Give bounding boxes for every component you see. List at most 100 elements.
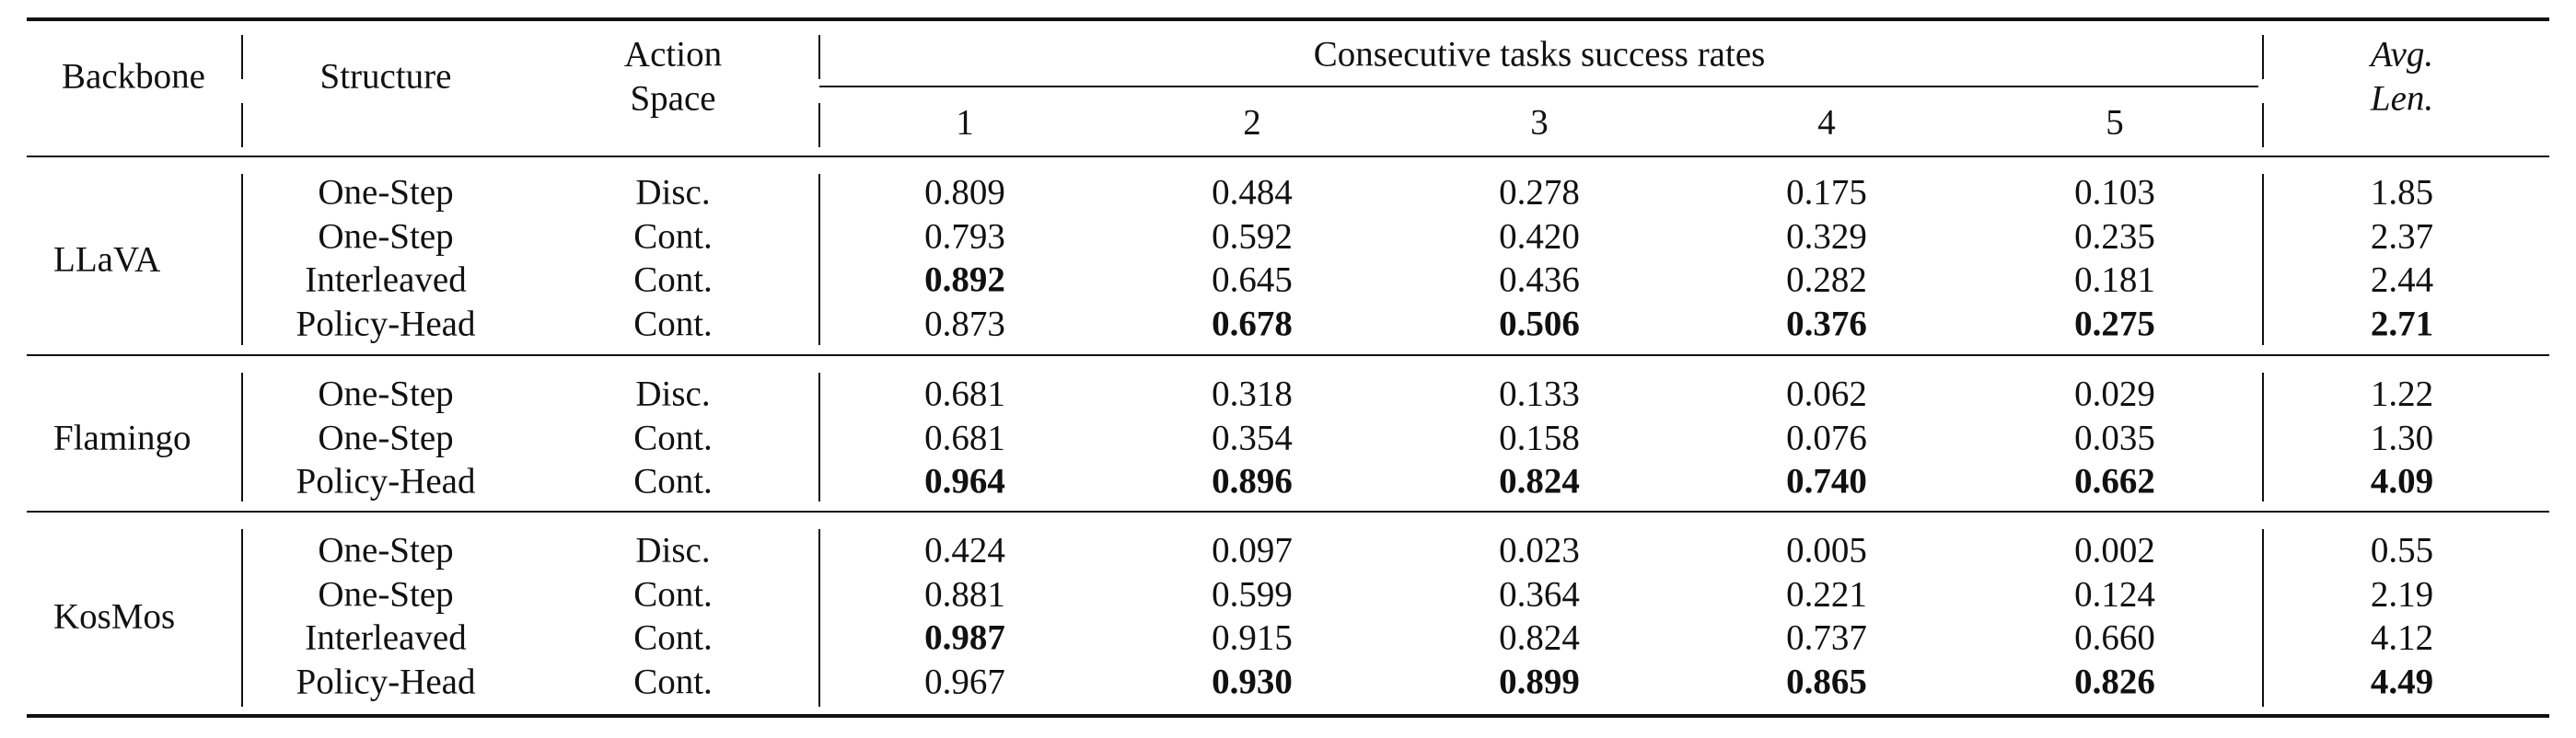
action-space-cell: Cont. [633, 259, 713, 300]
success-rate-cell: 0.740 [1786, 461, 1867, 502]
action-space-cell: Cont. [633, 574, 713, 615]
success-rate-cell: 0.824 [1499, 617, 1580, 658]
success-rate-cell: 0.275 [2074, 304, 2155, 344]
header-task-4: 4 [1817, 102, 1836, 143]
structure-cell: Policy-Head [296, 461, 476, 502]
success-rate-cell: 0.035 [2074, 418, 2155, 458]
success-rate-cell: 0.915 [1212, 617, 1293, 658]
success-rate-cell: 0.896 [1212, 461, 1293, 502]
success-rate-cell: 0.506 [1499, 304, 1580, 344]
action-space-cell: Disc. [635, 172, 711, 213]
success-rate-cell: 0.103 [2074, 172, 2155, 213]
structure-cell: One-Step [318, 374, 454, 414]
success-rate-cell: 0.873 [924, 304, 1005, 344]
success-rate-cell: 0.420 [1499, 216, 1580, 257]
header-avg-line2: Len. [2370, 78, 2434, 119]
header-vrule-backbone-2 [241, 103, 243, 147]
header-action-space-line1: Action [623, 34, 723, 75]
group-vrule-backbone [241, 373, 243, 502]
avg-len-cell: 2.44 [2370, 259, 2434, 300]
success-rate-cell: 0.235 [2074, 216, 2155, 257]
header-vrule-action [818, 35, 820, 79]
success-rate-cell: 0.424 [924, 530, 1005, 571]
avg-len-cell: 0.55 [2370, 530, 2434, 571]
action-space-cell: Cont. [633, 461, 713, 502]
success-rate-cell: 0.097 [1212, 530, 1293, 571]
group-vrule-avg [2262, 174, 2264, 345]
group-vrule-action [818, 174, 820, 345]
success-rate-cell: 0.681 [924, 374, 1005, 414]
success-rate-cell: 0.899 [1499, 662, 1580, 702]
success-rate-cell: 0.329 [1786, 216, 1867, 257]
success-rate-cell: 0.181 [2074, 259, 2155, 300]
success-rate-cell: 0.484 [1212, 172, 1293, 213]
success-rate-cell: 0.678 [1212, 304, 1293, 344]
avg-len-cell: 1.85 [2370, 172, 2434, 213]
success-rate-cell: 0.681 [924, 418, 1005, 458]
structure-cell: One-Step [318, 418, 454, 458]
action-space-cell: Cont. [633, 617, 713, 658]
structure-cell: Policy-Head [296, 662, 476, 702]
group-vrule-action [818, 529, 820, 707]
action-space-cell: Cont. [633, 304, 713, 344]
success-rate-cell: 0.599 [1212, 574, 1293, 615]
success-rate-cell: 0.865 [1786, 662, 1867, 702]
success-rate-cell: 0.737 [1786, 617, 1867, 658]
avg-len-cell: 2.37 [2370, 216, 2434, 257]
avg-len-cell: 1.30 [2370, 418, 2434, 458]
success-rate-cell: 0.987 [924, 617, 1005, 658]
header-vrule-avg [2262, 35, 2264, 79]
group-rule-1 [27, 354, 2549, 356]
avg-len-cell: 4.49 [2370, 662, 2434, 702]
header-task-3: 3 [1530, 102, 1549, 143]
success-rate-cell: 0.029 [2074, 374, 2155, 414]
success-rate-cell: 0.318 [1212, 374, 1293, 414]
success-rate-cell: 0.124 [2074, 574, 2155, 615]
top-rule [27, 17, 2549, 21]
success-rate-cell: 0.592 [1212, 216, 1293, 257]
backbone-label: Flamingo [53, 418, 191, 458]
action-space-cell: Disc. [635, 374, 711, 414]
success-rate-cell: 0.354 [1212, 418, 1293, 458]
success-rate-cell: 0.364 [1499, 574, 1580, 615]
success-rate-cell: 0.892 [924, 259, 1005, 300]
success-rate-cell: 0.076 [1786, 418, 1867, 458]
header-rule [27, 156, 2549, 157]
header-task-5: 5 [2106, 102, 2124, 143]
backbone-label: LLaVA [53, 239, 161, 280]
action-space-cell: Disc. [635, 530, 711, 571]
success-rate-cell: 0.793 [924, 216, 1005, 257]
success-rate-cell: 0.062 [1786, 374, 1867, 414]
success-rate-cell: 0.436 [1499, 259, 1580, 300]
success-rate-cell: 0.376 [1786, 304, 1867, 344]
success-rate-cell: 0.175 [1786, 172, 1867, 213]
group-rule-2 [27, 511, 2549, 513]
header-consecutive: Consecutive tasks success rates [1313, 34, 1766, 75]
success-rate-cell: 0.158 [1499, 418, 1580, 458]
header-vrule-action-2 [818, 103, 820, 147]
success-rate-cell: 0.005 [1786, 530, 1867, 571]
header-avg-line1: Avg. [2370, 34, 2434, 75]
avg-len-cell: 2.71 [2370, 304, 2434, 344]
structure-cell: One-Step [318, 216, 454, 257]
avg-len-cell: 4.12 [2370, 617, 2434, 658]
header-task-2: 2 [1243, 102, 1261, 143]
success-rate-cell: 0.221 [1786, 574, 1867, 615]
success-rate-cell: 0.881 [924, 574, 1005, 615]
header-action-space-line2: Space [630, 78, 716, 119]
header-vrule-avg-2 [2262, 103, 2264, 147]
structure-cell: One-Step [318, 172, 454, 213]
group-vrule-action [818, 373, 820, 502]
group-vrule-avg [2262, 529, 2264, 707]
consecutive-underline [819, 86, 2258, 87]
success-rate-cell: 0.824 [1499, 461, 1580, 502]
success-rate-cell: 0.662 [2074, 461, 2155, 502]
structure-cell: Policy-Head [296, 304, 476, 344]
header-backbone: Backbone [62, 56, 205, 97]
avg-len-cell: 4.09 [2370, 461, 2434, 502]
structure-cell: One-Step [318, 530, 454, 571]
header-structure: Structure [319, 56, 452, 97]
avg-len-cell: 2.19 [2370, 574, 2434, 615]
header-vrule-backbone [241, 35, 243, 79]
